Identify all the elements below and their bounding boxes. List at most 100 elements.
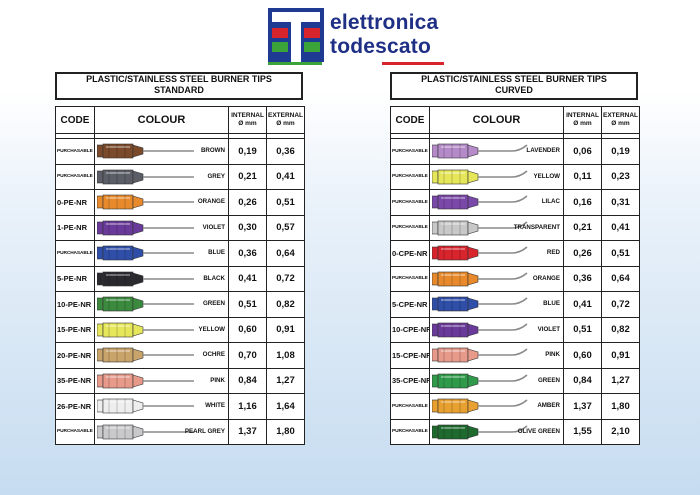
colour-name: GREY [207,172,225,180]
external-diameter: 0,19 [601,138,640,165]
row-colour: TRANSPARENT [429,214,564,241]
burner-tip-icon [432,194,528,210]
row-code: 35-CPE-NR [390,367,430,394]
burner-tip-icon [97,398,194,414]
colour-name: YELLOW [533,172,560,180]
row-colour: BLACK [94,265,229,292]
colour-name: BLUE [208,249,225,256]
colour-name: BLUE [543,300,560,307]
external-diameter: 0,51 [266,189,305,216]
table-title-line2: CURVED [495,85,533,95]
row-colour: GREY [94,163,229,190]
row-code: PURCHASABLE [390,265,430,292]
burner-tip-icon [432,245,528,261]
row-code: PURCHASABLE [390,418,430,445]
colour-name: OLIVE GREEN [517,427,560,435]
colour-name: VIOLET [202,223,225,231]
row-colour: GREEN [94,291,229,318]
colour-name: ORANGE [197,198,225,205]
internal-diameter: 1,16 [228,393,267,420]
curved-tips-table: CODE COLOUR INTERNAL Ø mm EXTERNAL Ø mm … [390,106,640,445]
burner-tip-icon [97,245,194,261]
header-internal-line1: INTERNAL [566,112,599,119]
burner-tip-icon [432,347,528,363]
standard-tips-title: PLASTIC/STAINLESS STEEL BURNER TIPS STAN… [55,72,303,100]
colour-name: BLACK [203,274,225,282]
colour-name: RED [546,249,560,256]
table-row: PURCHASABLE GREY 0,21 0,41 [55,163,305,190]
colour-name: GREEN [537,376,560,384]
header-internal: INTERNAL Ø mm [228,106,267,134]
row-colour: RED [429,240,564,267]
row-code: PURCHASABLE [390,214,430,241]
row-code: 0-PE-NR [55,189,95,216]
table-title-line1: PLASTIC/STAINLESS STEEL BURNER TIPS [86,74,272,84]
internal-diameter: 0,30 [228,214,267,241]
internal-diameter: 0,36 [228,240,267,267]
colour-name: WHITE [205,402,225,409]
header-internal-line2: Ø mm [238,120,257,127]
row-colour: GREEN [429,367,564,394]
internal-diameter: 0,70 [228,342,267,369]
header-colour: COLOUR [429,106,564,134]
external-diameter: 0,36 [266,138,305,165]
row-code: PURCHASABLE [390,138,430,165]
external-diameter: 0,41 [266,163,305,190]
row-code: PURCHASABLE [390,393,430,420]
table-row: 15-CPE-NR PINK 0,60 0,91 [390,342,640,369]
header-external-line1: EXTERNAL [602,112,639,119]
colour-name: LILAC [541,198,560,205]
colour-name: PEARL GREY [184,427,225,435]
colour-name: YELLOW [198,325,225,333]
header-code: CODE [390,106,430,134]
standard-tips-rows: PURCHASABLE BROWN 0,19 0,36 PURCHASABLE GREY 0… [55,133,305,445]
colour-name: LAVENDER [526,147,560,154]
colour-name: PINK [210,376,225,384]
burner-tip-icon [97,373,194,388]
header-internal-line1: INTERNAL [231,112,264,119]
table-row: PURCHASABLE BROWN 0,19 0,36 [55,138,305,165]
row-colour: YELLOW [429,163,564,190]
table-row: PURCHASABLE ORANGE 0,36 0,64 [390,265,640,292]
external-diameter: 0,91 [601,342,640,369]
row-colour: PINK [94,367,229,394]
row-code: 10-CPE-NR [390,316,430,343]
internal-diameter: 0,26 [228,189,267,216]
external-diameter: 2,10 [601,418,640,445]
internal-diameter: 0,16 [563,189,602,216]
brand-name-line2: todescato [330,35,431,58]
internal-diameter: 0,36 [563,265,602,292]
row-colour: LAVENDER [429,138,564,165]
external-diameter: 0,72 [266,265,305,292]
row-code: 15-CPE-NR [390,342,430,369]
colour-name: OCHRE [202,351,225,358]
header-external-line1: EXTERNAL [267,112,304,119]
row-code: 5-CPE-NR [390,291,430,318]
colour-name: AMBER [537,402,560,409]
standard-tips-panel: PLASTIC/STAINLESS STEEL BURNER TIPS STAN… [55,72,305,445]
brand-name-line1: elettronica [330,11,439,34]
header-internal: INTERNAL Ø mm [563,106,602,134]
burner-tip-icon [432,271,528,286]
burner-tip-icon [97,271,194,286]
table-row: 35-CPE-NR GREEN 0,84 1,27 [390,367,640,394]
brand-mark-icon [268,8,324,62]
burner-tip-icon [97,296,194,312]
table-row: 15-PE-NR YELLOW 0,60 0,91 [55,316,305,343]
burner-tip-icon [432,169,528,184]
header-external: EXTERNAL Ø mm [266,106,305,134]
brand-red-bar [382,62,444,65]
brand-logo: elettronica todescato [268,6,468,66]
colour-name: VIOLET [537,325,560,333]
burner-tip-icon [432,296,528,312]
row-colour: AMBER [429,393,564,420]
row-code: 5-PE-NR [55,265,95,292]
row-code: PURCHASABLE [55,163,95,190]
table-row: PURCHASABLE TRANSPARENT 0,21 0,41 [390,214,640,241]
table-row: 10-CPE-NR VIOLET 0,51 0,82 [390,316,640,343]
colour-name: BROWN [200,147,225,154]
header-spacer [55,133,305,139]
internal-diameter: 0,84 [228,367,267,394]
table-row: 1-PE-NR VIOLET 0,30 0,57 [55,214,305,241]
row-colour: BLUE [94,240,229,267]
